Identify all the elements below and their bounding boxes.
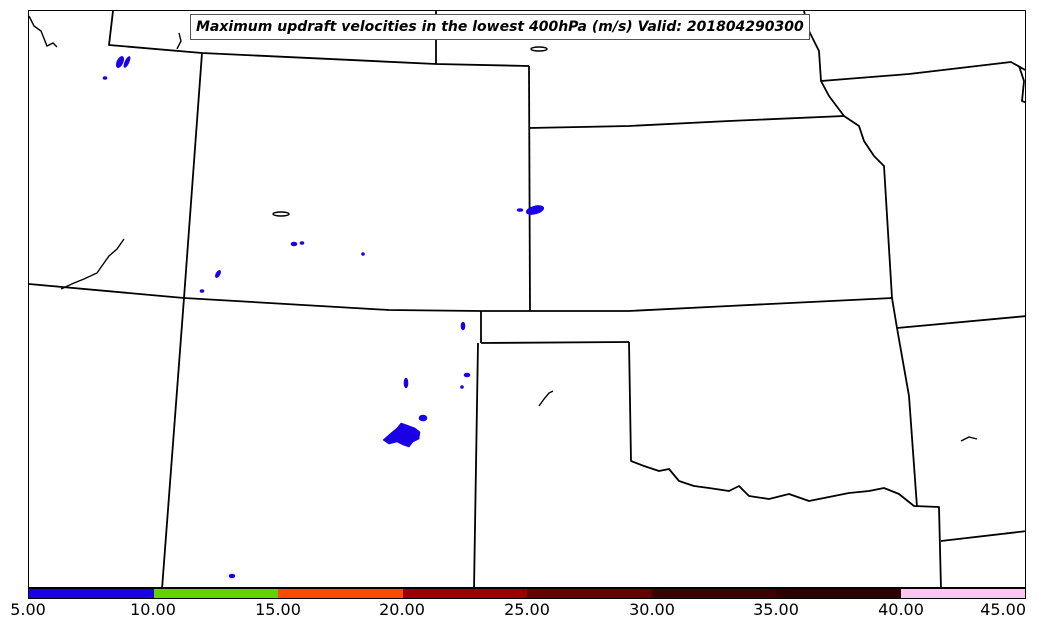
updraft-cluster [382,422,421,448]
colorbar-tick-label: 45.00 [980,600,1026,619]
border-wi-mn [1018,65,1025,104]
border-ut-co [161,297,185,587]
colorbar-tick-label: 40.00 [878,600,924,619]
water-features [29,15,978,442]
colorbar-tick-label: 5.00 [10,600,46,619]
updraft-regions [102,56,545,579]
colorbar-tick-label: 20.00 [379,600,425,619]
map-canvas [29,11,1025,587]
border-ar-la [940,530,1025,542]
updraft-cell [123,56,131,68]
updraft-cell [199,289,205,293]
colorbar-tick-label: 25.00 [504,600,550,619]
updraft-cell [115,56,125,68]
updraft-cell [228,573,236,579]
river-nd [176,32,182,50]
updraft-cell [463,372,471,378]
updraft-cell [102,76,108,80]
border-co-nm [480,341,630,344]
border-ne-ia [843,115,893,299]
updraft-cell [460,385,464,389]
colorbar-segment-30-35 [651,589,776,598]
updraft-cell [516,208,524,212]
colorbar-segment-5-10 [29,589,154,598]
border-sd-ne [528,115,845,129]
updraft-cell [525,205,545,215]
border-id-wy [183,52,203,299]
map-panel [28,10,1026,588]
border-mn-sd [803,11,845,117]
updraft-cell [290,241,298,247]
lake-arkansas [960,436,978,442]
colorbar-tick-label: 15.00 [255,600,301,619]
coastline-nw [29,15,58,48]
lake-texoma [538,390,554,407]
updraft-cell [460,321,466,331]
border-wy-ne [528,65,531,312]
colorbar-segment-40-45 [900,589,1025,598]
updraft-cell [418,414,428,422]
updraft-cell [299,241,305,245]
border-ks-mo [891,297,918,508]
map-title: Maximum updraft velocities in the lowest… [190,14,810,40]
colorbar-tick-label: 10.00 [130,600,176,619]
lake-dakota [530,46,548,52]
colorbar-segment-10-15 [153,589,278,598]
border-ok-tx [628,341,942,587]
colorbar-segment-25-30 [527,589,652,598]
colorbar-tick-label: 35.00 [753,600,799,619]
border-mo-ar [896,315,1025,329]
lake-snake [60,238,125,290]
colorbar-tick-label: 30.00 [629,600,675,619]
state-borders [29,11,1025,587]
colorbar [28,588,1026,599]
border-mn-ia [820,61,1025,82]
colorbar-segment-20-25 [402,589,527,598]
colorbar-segment-35-40 [776,589,901,598]
lake-yellowstone [272,211,290,217]
border-ut-wy-co [29,283,893,312]
updraft-cell [361,252,365,256]
updraft-cell [215,270,221,278]
border-nm-west [473,342,479,587]
updraft-cell [403,377,409,389]
colorbar-segment-15-20 [278,589,403,598]
